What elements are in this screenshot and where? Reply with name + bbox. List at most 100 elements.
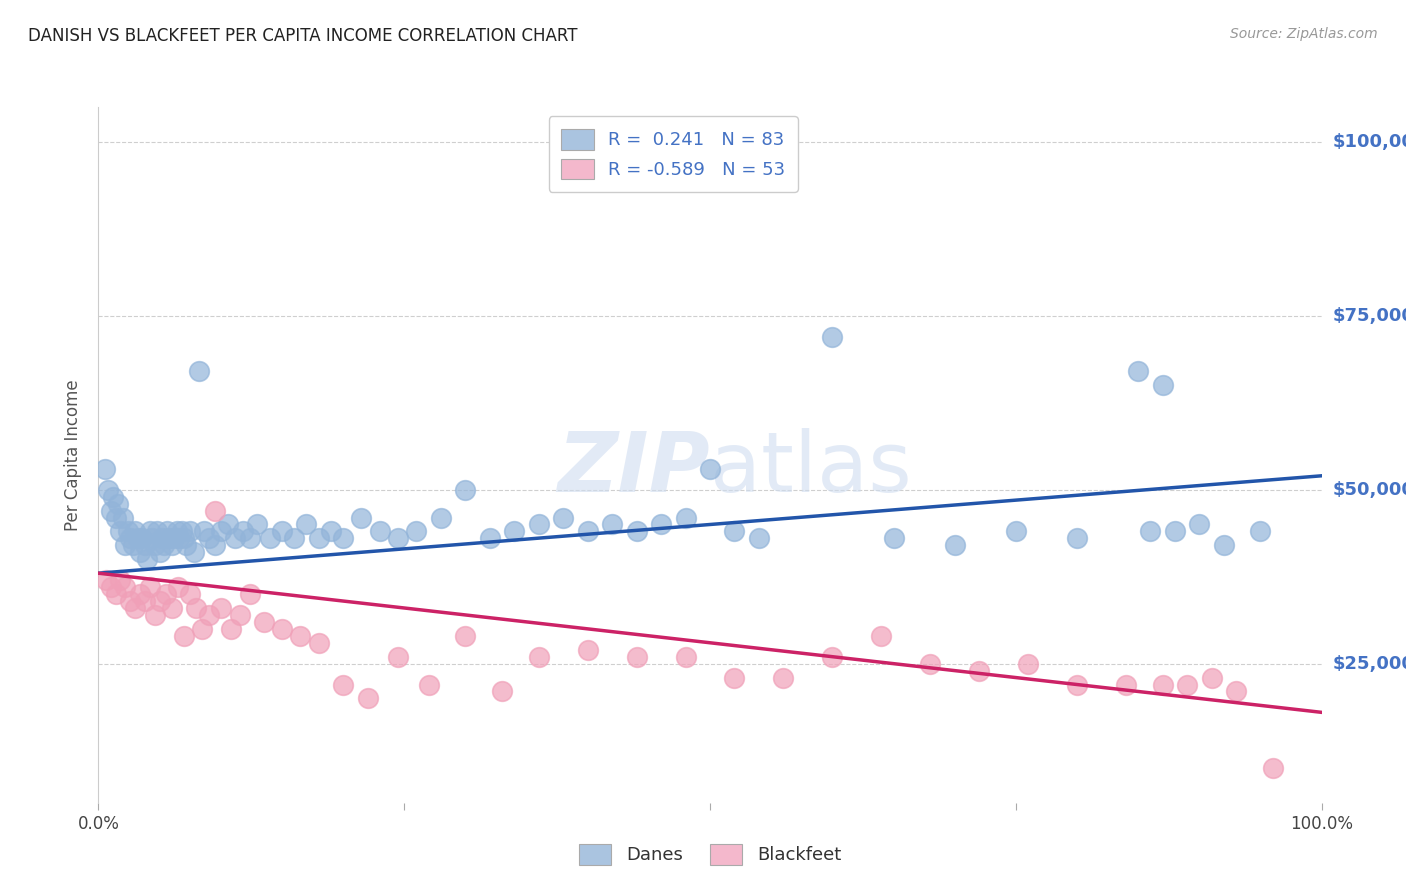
Point xyxy=(1201,671,1223,685)
Point xyxy=(387,532,409,546)
Point xyxy=(1249,524,1271,539)
Point xyxy=(167,580,190,594)
Point xyxy=(418,677,440,691)
Point xyxy=(149,545,172,559)
Point xyxy=(1152,378,1174,392)
Point xyxy=(104,510,127,524)
Point xyxy=(332,532,354,546)
Point xyxy=(308,532,330,546)
Point xyxy=(239,532,262,546)
Point xyxy=(270,622,294,636)
Point xyxy=(1115,677,1137,691)
Point xyxy=(110,573,132,587)
Point xyxy=(120,532,142,546)
Point xyxy=(1128,364,1150,378)
Point xyxy=(204,503,226,517)
Point xyxy=(1175,677,1198,691)
Point xyxy=(356,691,378,706)
Point xyxy=(600,517,623,532)
Point xyxy=(1066,677,1088,691)
Point xyxy=(176,538,198,552)
Point xyxy=(111,510,134,524)
Text: $100,000: $100,000 xyxy=(1333,133,1406,151)
Point xyxy=(179,524,201,539)
Point xyxy=(1164,524,1187,539)
Point xyxy=(166,524,188,539)
Legend: Danes, Blackfeet: Danes, Blackfeet xyxy=(567,831,853,877)
Point xyxy=(675,510,697,524)
Point xyxy=(170,524,193,539)
Point xyxy=(149,594,172,608)
Point xyxy=(186,601,208,615)
Point xyxy=(173,532,195,546)
Point xyxy=(193,524,215,539)
Point xyxy=(120,594,142,608)
Text: DANISH VS BLACKFEET PER CAPITA INCOME CORRELATION CHART: DANISH VS BLACKFEET PER CAPITA INCOME CO… xyxy=(28,27,578,45)
Point xyxy=(197,532,219,546)
Point xyxy=(209,524,232,539)
Point xyxy=(626,524,648,539)
Point xyxy=(179,587,201,601)
Point xyxy=(143,607,166,622)
Point xyxy=(883,532,905,546)
Point xyxy=(150,532,173,546)
Point xyxy=(270,524,294,539)
Point xyxy=(114,538,136,552)
Point xyxy=(104,587,127,601)
Point xyxy=(967,664,990,678)
Point xyxy=(219,622,242,636)
Point xyxy=(157,532,180,546)
Point xyxy=(160,538,183,552)
Point xyxy=(576,642,599,657)
Point xyxy=(319,524,342,539)
Point xyxy=(290,629,312,643)
Point xyxy=(478,532,501,546)
Point xyxy=(943,538,966,552)
Point xyxy=(1152,677,1174,691)
Point xyxy=(217,517,239,532)
Point xyxy=(110,524,132,539)
Point xyxy=(295,517,318,532)
Point xyxy=(224,532,246,546)
Point xyxy=(626,649,648,664)
Text: atlas: atlas xyxy=(710,428,911,509)
Point xyxy=(454,629,477,643)
Point xyxy=(1017,657,1039,671)
Point xyxy=(308,636,330,650)
Point xyxy=(93,462,115,476)
Point xyxy=(100,580,122,594)
Point xyxy=(1225,684,1247,698)
Point xyxy=(131,532,153,546)
Point xyxy=(1261,761,1284,775)
Point xyxy=(100,503,122,517)
Point xyxy=(114,580,136,594)
Point xyxy=(723,524,745,539)
Point xyxy=(332,677,354,691)
Point xyxy=(136,552,159,566)
Point xyxy=(252,615,274,629)
Point xyxy=(723,671,745,685)
Point xyxy=(675,649,697,664)
Point xyxy=(204,538,226,552)
Point xyxy=(139,580,162,594)
Point xyxy=(97,483,120,497)
Point xyxy=(146,524,169,539)
Point xyxy=(748,532,770,546)
Point xyxy=(527,517,550,532)
Point xyxy=(183,545,205,559)
Point xyxy=(1066,532,1088,546)
Point xyxy=(209,601,232,615)
Point xyxy=(143,538,166,552)
Point xyxy=(134,594,156,608)
Point xyxy=(117,524,139,539)
Point xyxy=(246,517,269,532)
Point xyxy=(101,490,124,504)
Point xyxy=(163,532,186,546)
Point xyxy=(229,607,252,622)
Text: ZIP: ZIP xyxy=(557,428,710,509)
Point xyxy=(350,510,373,524)
Point xyxy=(454,483,477,497)
Point xyxy=(576,524,599,539)
Point xyxy=(821,329,844,343)
Point xyxy=(503,524,526,539)
